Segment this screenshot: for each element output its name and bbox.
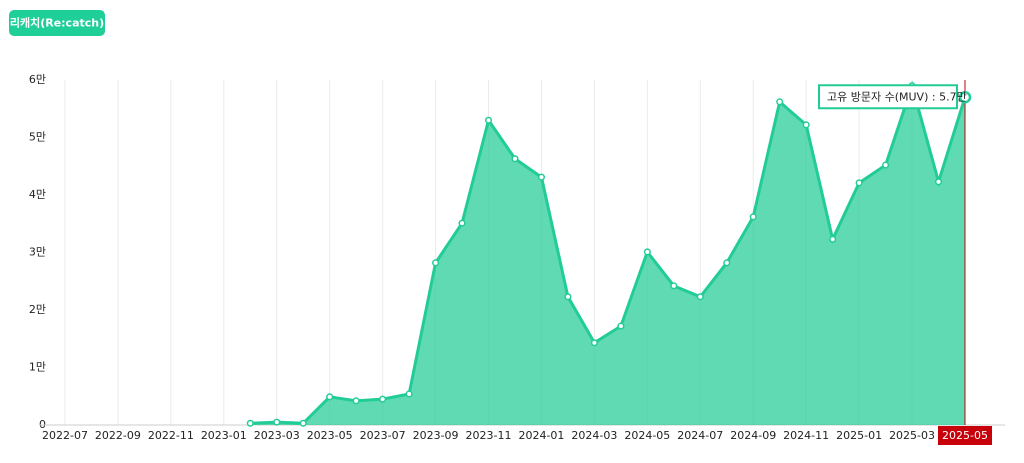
- data-point: [379, 395, 387, 403]
- data-point: [405, 390, 413, 398]
- data-point: [590, 339, 598, 347]
- tooltip-sep: :: [928, 90, 939, 103]
- data-point: [617, 322, 625, 330]
- y-tick-label: 2만: [29, 303, 46, 316]
- x-tick-label: 2024-07: [677, 429, 723, 442]
- data-point: [855, 179, 863, 187]
- x-tick-label: 2025-01: [836, 429, 882, 442]
- data-point: [484, 116, 493, 124]
- data-point: [802, 121, 810, 129]
- data-point: [458, 219, 466, 227]
- data-point: [643, 248, 651, 256]
- data-point: [670, 282, 678, 290]
- data-point: [511, 155, 519, 163]
- x-tick-label: 2024-05: [624, 429, 670, 442]
- x-tick-label: 2025-03: [889, 429, 935, 442]
- x-tick-label: 2023-01: [201, 429, 247, 442]
- x-tick-label: 2024-01: [518, 429, 564, 442]
- x-tick-label: 2023-11: [466, 429, 512, 442]
- data-point: [564, 293, 572, 301]
- data-point: [882, 161, 890, 169]
- data-point: [723, 259, 731, 267]
- y-tick-label: 5만: [29, 131, 46, 144]
- button-label[interactable]: 리캐치(Re:catch): [10, 16, 104, 30]
- x-tick-label: 2023-05: [307, 429, 353, 442]
- y-tick-label: 3만: [29, 246, 46, 259]
- data-point: [432, 259, 440, 267]
- y-tick-label: 1만: [29, 361, 46, 374]
- x-tick-label: 2022-09: [95, 429, 141, 442]
- data-point: [749, 213, 757, 221]
- x-tick-label: 2025-05: [942, 429, 988, 442]
- x-tick-label: 2023-09: [413, 429, 459, 442]
- data-point: [829, 235, 837, 243]
- data-point: [934, 178, 943, 186]
- data-point: [537, 173, 546, 181]
- data-point: [958, 91, 972, 104]
- x-tick-highlight: [938, 426, 992, 445]
- data-point: [326, 393, 334, 401]
- data-point: [246, 419, 254, 427]
- data-point: [776, 98, 784, 106]
- x-tick-label: 2024-09: [730, 429, 776, 442]
- x-tick-label: 2023-07: [360, 429, 406, 442]
- x-tick-label: 2023-03: [254, 429, 300, 442]
- x-tick-label: 2024-11: [783, 429, 829, 442]
- x-tick-label: 2022-07: [42, 429, 88, 442]
- tooltip-box: [818, 84, 958, 110]
- area-line: [250, 80, 967, 425]
- tooltip-series: 고유 방문자 수(MUV): [827, 90, 928, 103]
- tooltip-text: 고유 방문자 수(MUV) : 5.7만: [827, 90, 967, 103]
- x-tick-label: 2022-11: [148, 429, 194, 442]
- y-tick-label: 4만: [29, 188, 46, 201]
- y-tick-label: 6만: [29, 73, 46, 86]
- data-point: [299, 419, 307, 427]
- data-point: [273, 418, 281, 426]
- data-point: [352, 397, 360, 405]
- tooltip-value: 5.7만: [939, 90, 967, 103]
- data-point: [696, 293, 704, 301]
- x-tick-label: 2024-03: [571, 429, 617, 442]
- area-fill: [250, 85, 965, 425]
- button-bg[interactable]: [9, 10, 105, 36]
